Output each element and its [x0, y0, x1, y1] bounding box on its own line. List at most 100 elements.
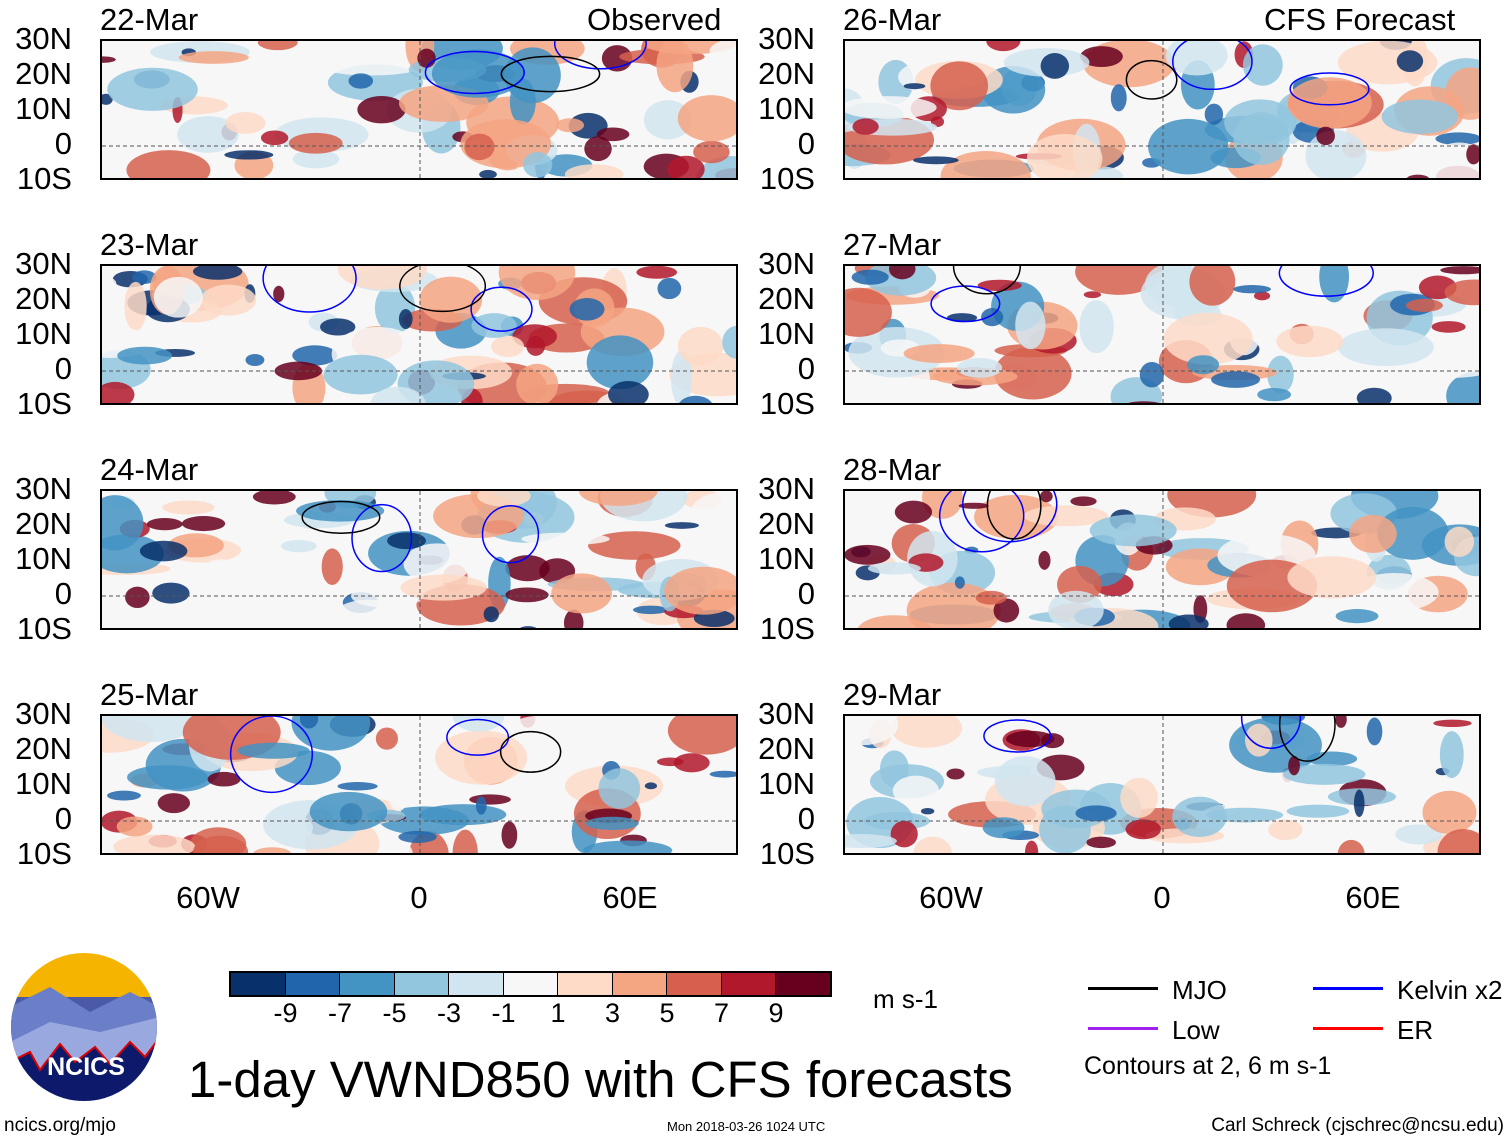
anomaly-region	[586, 335, 654, 390]
anomaly-region	[888, 266, 916, 280]
observed-title: Observed	[587, 2, 722, 37]
anomaly-region	[498, 266, 576, 300]
anomaly-region	[845, 544, 891, 565]
kelvin-contour	[1289, 72, 1370, 106]
anomaly-region	[1024, 840, 1039, 853]
anomaly-region	[845, 287, 892, 337]
anomaly-region	[357, 95, 406, 124]
anomaly-region	[556, 118, 585, 133]
lon-tick-label: 60W	[176, 880, 240, 915]
anomaly-region	[1038, 550, 1051, 570]
anomaly-region	[323, 354, 398, 395]
anomaly-region	[1075, 805, 1117, 822]
anomaly-region	[469, 794, 511, 805]
kelvin-contour	[262, 266, 357, 313]
lat-tick-label: 20N	[15, 56, 72, 91]
anomaly-region	[1168, 614, 1209, 628]
colorbar-label: 9	[768, 998, 784, 1028]
anomaly-region	[299, 716, 319, 729]
mjo-contour	[500, 55, 601, 93]
kelvin-contour	[470, 286, 533, 332]
map-panel	[100, 264, 738, 405]
mjo-contour	[986, 491, 1042, 540]
forecast-title: CFS Forecast	[1264, 2, 1456, 37]
colorbar-swatch	[721, 973, 776, 995]
anomaly-region	[994, 347, 1072, 400]
anomaly-region	[845, 834, 897, 849]
anomaly-region	[139, 540, 188, 562]
anomaly-region	[657, 277, 682, 300]
legend-label: Kelvin x2	[1397, 975, 1503, 1005]
lat-tick-label: 0	[54, 576, 72, 611]
anomaly-region	[1306, 751, 1358, 767]
anomaly-region	[1433, 719, 1472, 727]
legend-line	[1088, 1027, 1158, 1030]
anomaly-region	[977, 279, 1022, 292]
anomaly-region	[1319, 266, 1350, 303]
anomaly-region	[1466, 144, 1479, 165]
anomaly-region	[523, 151, 553, 178]
anomaly-region	[636, 266, 678, 279]
anomaly-region	[644, 782, 658, 790]
colorbar-swatch	[285, 973, 340, 995]
anomaly-region	[107, 790, 141, 801]
map-panel	[843, 714, 1481, 855]
anomaly-region	[1404, 353, 1479, 378]
anomaly-region	[1316, 126, 1335, 146]
mjo-contour	[399, 266, 487, 313]
anomaly-region	[292, 345, 338, 366]
lat-tick-label: 20N	[758, 731, 815, 766]
anomaly-region	[506, 716, 598, 744]
anomaly-region	[659, 843, 736, 853]
anomaly-region	[224, 150, 274, 160]
legend-label: MJO	[1172, 975, 1227, 1005]
anomaly-region	[1335, 716, 1347, 728]
anomaly-region	[867, 562, 921, 575]
logo-text: NCICS	[47, 1053, 125, 1081]
colorbar-swatch	[231, 973, 286, 995]
lat-tick-label: 20N	[15, 281, 72, 316]
lat-tick-label: 10S	[759, 611, 815, 646]
anomaly-region	[273, 285, 285, 303]
lat-tick-label: 30N	[758, 696, 815, 731]
anomaly-region	[551, 573, 612, 614]
mjo-contour	[301, 500, 381, 534]
anomaly-region	[1040, 52, 1070, 79]
anomaly-region	[1257, 387, 1292, 402]
anomaly-region	[296, 500, 385, 522]
anomaly-region	[1296, 375, 1346, 403]
anomaly-region	[400, 574, 487, 601]
anomaly-region	[677, 326, 724, 366]
panel-date: 28-Mar	[843, 452, 942, 487]
anomaly-region	[398, 758, 444, 772]
anomaly-region	[452, 716, 505, 732]
lon-tick-label: 60E	[1345, 880, 1401, 915]
anomaly-region	[709, 41, 736, 65]
anomaly-region	[519, 626, 537, 628]
anomaly-region	[994, 756, 1056, 807]
anomaly-region	[1226, 613, 1266, 628]
anomaly-region	[1189, 266, 1236, 306]
anomaly-region	[505, 555, 550, 582]
anomaly-region	[477, 491, 531, 507]
lat-tick-label: 0	[797, 801, 815, 836]
anomaly-region	[673, 753, 710, 773]
anomaly-region	[102, 275, 117, 291]
anomaly-region	[667, 716, 736, 755]
kelvin-contour	[983, 719, 1052, 753]
anomaly-region	[126, 150, 211, 178]
mjo-contour	[952, 266, 1022, 295]
anomaly-region	[1395, 824, 1443, 845]
anomaly-region	[320, 318, 356, 336]
panel-date: 26-Mar	[843, 2, 942, 37]
footer-url[interactable]: ncics.org/mjo	[4, 1115, 116, 1136]
anomaly-region	[1377, 506, 1449, 560]
anomaly-region	[124, 281, 147, 331]
anomaly-region	[1431, 321, 1466, 333]
lat-tick-label: 30N	[758, 21, 815, 56]
anomaly-region	[982, 817, 1025, 839]
lon-tick-label: 60E	[602, 880, 658, 915]
lat-tick-label: 10N	[758, 316, 815, 351]
anomaly-region	[225, 112, 266, 134]
